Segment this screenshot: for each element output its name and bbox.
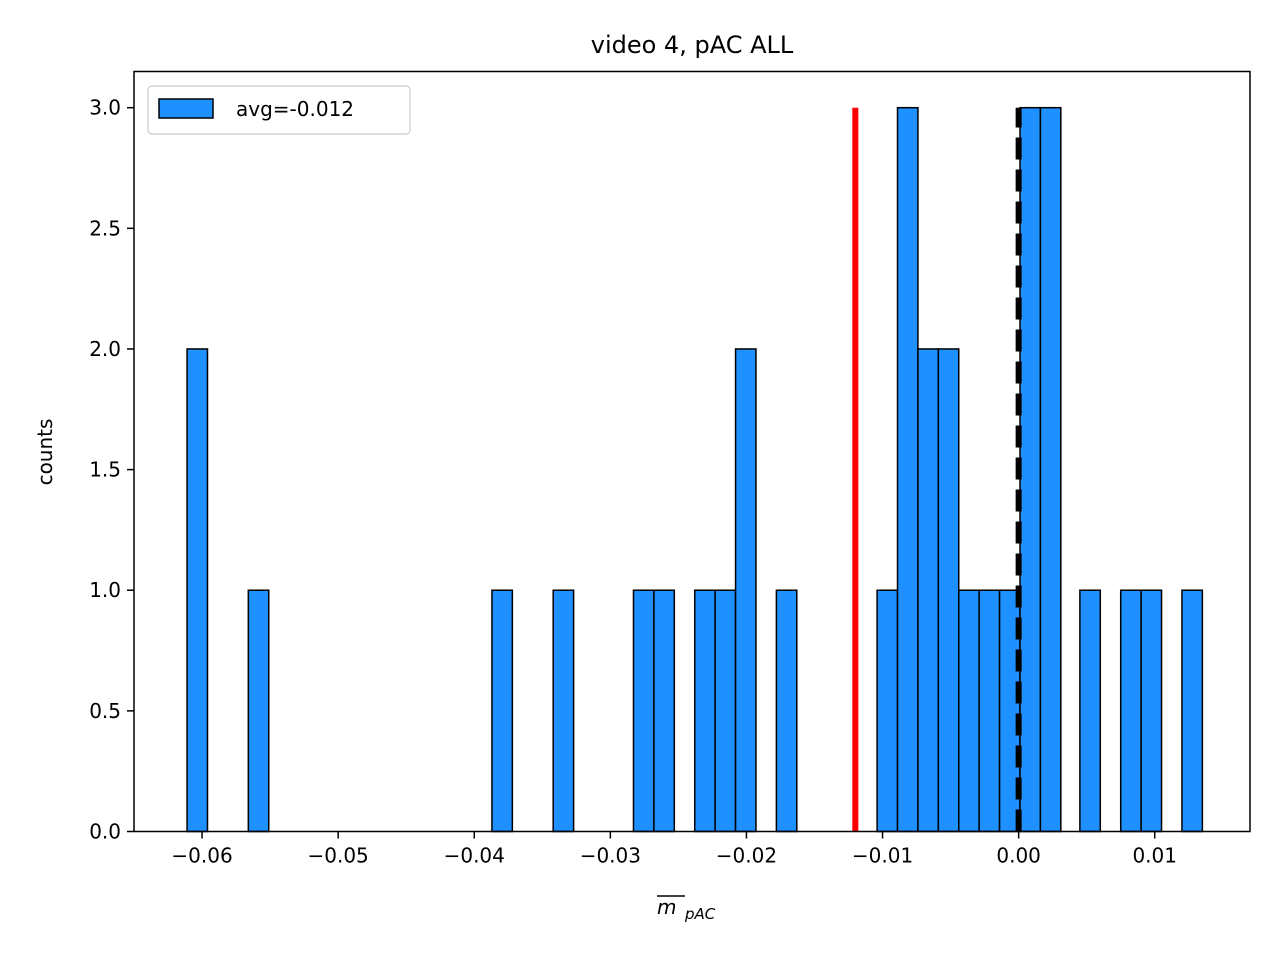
histogram-bar bbox=[632, 589, 655, 833]
histogram-bar bbox=[1019, 106, 1042, 833]
histogram-bar bbox=[693, 589, 716, 833]
y-tick-label: 1.0 bbox=[89, 578, 121, 602]
x-tick-label: −0.02 bbox=[716, 844, 777, 868]
y-tick-label: 2.5 bbox=[89, 216, 121, 240]
histogram-bar bbox=[896, 106, 919, 833]
histogram-bar bbox=[1140, 589, 1163, 833]
histogram-bar bbox=[775, 589, 798, 833]
y-axis-label: counts bbox=[33, 419, 57, 486]
histogram-bar bbox=[1181, 589, 1204, 833]
chart-title: video 4, pAC ALL bbox=[591, 31, 794, 59]
histogram-bar bbox=[734, 348, 757, 833]
legend-box bbox=[147, 85, 411, 135]
x-axis-ticks: −0.06 −0.05 −0.04 −0.03 −0.02 −0.01 0.00 0.01 bbox=[171, 831, 1177, 868]
x-tick-label: −0.04 bbox=[444, 844, 505, 868]
y-axis-ticks: 0.0 0.5 1.0 1.5 2.0 2.5 3.0 bbox=[89, 96, 134, 844]
x-axis-label-main: m bbox=[657, 895, 676, 919]
y-tick-label: 2.0 bbox=[89, 337, 121, 361]
histogram-bar bbox=[1079, 589, 1102, 833]
x-axis-label-sub: pAC bbox=[684, 905, 716, 923]
legend: avg=-0.012 bbox=[147, 85, 411, 135]
x-tick-label: 0.01 bbox=[1132, 844, 1177, 868]
x-tick-label: −0.01 bbox=[852, 844, 913, 868]
y-tick-label: 0.5 bbox=[89, 699, 121, 723]
x-tick-label: −0.05 bbox=[307, 844, 368, 868]
plot-frame bbox=[133, 70, 1251, 833]
histogram-bar bbox=[917, 348, 940, 833]
legend-label: avg=-0.012 bbox=[236, 97, 354, 121]
reference-lines bbox=[852, 107, 1022, 832]
histogram-bar bbox=[186, 348, 209, 833]
x-tick-label: −0.06 bbox=[171, 844, 232, 868]
histogram-bar bbox=[247, 589, 270, 833]
y-tick-label: 3.0 bbox=[89, 96, 121, 120]
legend-swatch bbox=[158, 98, 214, 119]
histogram-bar bbox=[876, 589, 899, 833]
x-tick-label: −0.03 bbox=[580, 844, 641, 868]
histogram-bar bbox=[491, 589, 514, 833]
histogram-bar bbox=[653, 589, 676, 833]
x-tick-label: 0.00 bbox=[996, 844, 1041, 868]
histogram-bar bbox=[937, 348, 960, 833]
histogram-bar bbox=[552, 589, 575, 833]
histogram-bar bbox=[1119, 589, 1142, 833]
histogram-bar bbox=[958, 589, 980, 833]
histogram-bar bbox=[978, 589, 1001, 833]
y-tick-label: 1.5 bbox=[89, 458, 121, 482]
x-axis-label: m pAC bbox=[657, 895, 716, 923]
histogram-bar bbox=[1039, 106, 1062, 833]
y-tick-label: 0.0 bbox=[89, 820, 121, 844]
histogram-bar bbox=[714, 589, 737, 833]
